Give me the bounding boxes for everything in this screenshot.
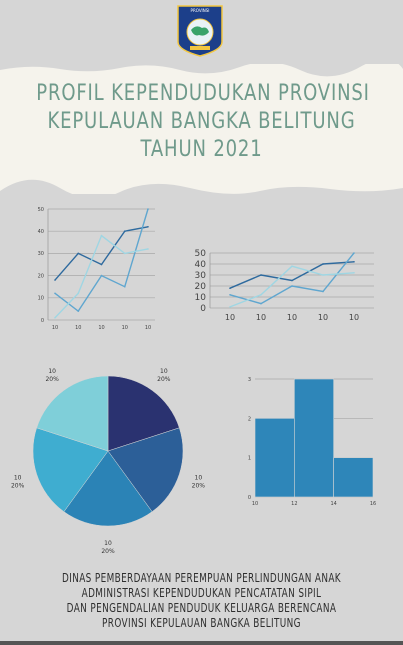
series-1-point — [77, 252, 80, 255]
pie-label-value: 10 — [195, 474, 203, 481]
histogram-bar-1 — [254, 418, 295, 498]
pie-label-percent: 20% — [101, 548, 115, 555]
y-tick-label: 40 — [195, 260, 207, 270]
x-tick-label: 10 — [287, 313, 297, 322]
series-3-point — [322, 274, 324, 276]
x-tick-label: 16 — [370, 501, 376, 507]
series-2-point — [123, 285, 126, 288]
y-tick-label: 40 — [38, 229, 44, 235]
pie-slice-2 — [107, 427, 184, 513]
series-3-point — [123, 252, 126, 255]
series-1-point — [147, 225, 149, 228]
province-logo: PROVINSI — [177, 5, 223, 57]
title-line-2: KEPULAUAN BANGKA BELITUNG — [47, 109, 356, 134]
y-tick-label: 0 — [200, 304, 206, 314]
series-3-point — [100, 234, 103, 237]
series-3-point — [147, 248, 149, 250]
y-tick-label: 0 — [248, 495, 251, 501]
series-2-point — [147, 208, 149, 210]
x-tick-label: 10 — [252, 501, 258, 507]
series-2-point — [291, 285, 293, 287]
series-3-point — [353, 272, 355, 274]
pie-label-value: 10 — [14, 474, 22, 481]
footer: DINAS PEMBERDAYAAN PEREMPUAN PERLINDUNGA… — [0, 571, 403, 631]
series-2-point — [77, 310, 80, 312]
series-1-point — [100, 263, 103, 266]
pie-label-percent: 20% — [157, 376, 171, 383]
series-2-point — [353, 252, 355, 254]
svg-text:PROVINSI: PROVINSI — [191, 8, 210, 13]
series-3-point — [54, 316, 56, 319]
title-banner — [0, 64, 403, 194]
title-line-1: PROFIL KEPENDUDUKAN PROVINSI — [36, 81, 370, 106]
pie-label-percent: 20% — [192, 482, 206, 489]
y-tick-label: 50 — [38, 207, 44, 213]
footer-line-2: ADMINISTRASI KEPENDUDUKAN PENCATATAN SIP… — [81, 586, 322, 600]
pie-label-value: 10 — [160, 368, 168, 375]
y-tick-label: 50 — [195, 249, 207, 259]
y-tick-label: 30 — [195, 271, 207, 281]
pie-slice-5 — [36, 375, 109, 452]
x-tick-label: 10 — [98, 325, 104, 331]
y-tick-label: 10 — [195, 293, 207, 303]
series-1-point — [291, 279, 293, 282]
pie-slice-4 — [32, 427, 109, 513]
y-tick-label: 2 — [248, 416, 251, 422]
y-tick-label: 20 — [195, 282, 207, 292]
x-tick-label: 10 — [225, 313, 235, 322]
x-tick-label: 10 — [75, 325, 81, 331]
footer-line-4: PROVINSI KEPULAUAN BANGKA BELITUNG — [102, 616, 301, 630]
series-1-point — [353, 261, 355, 263]
series-2-point — [229, 294, 231, 296]
x-tick-label: 12 — [291, 501, 297, 507]
series-line-2 — [54, 208, 149, 313]
footer-line-1: DINAS PEMBERDAYAAN PEREMPUAN PERLINDUNGA… — [62, 571, 341, 585]
series-2-point — [322, 290, 324, 293]
y-tick-label: 10 — [38, 296, 44, 302]
series-line-2 — [229, 252, 355, 305]
y-tick-label: 1 — [248, 456, 251, 462]
series-1-point — [123, 230, 126, 232]
page-title: PROFIL KEPENDUDUKAN PROVINSI KEPULAUAN B… — [36, 80, 370, 164]
series-3-point — [77, 292, 80, 295]
y-tick-label: 0 — [41, 318, 44, 324]
y-tick-label: 20 — [38, 273, 44, 279]
pie-slice-3 — [63, 450, 153, 527]
histogram-bar-3 — [333, 457, 374, 498]
pie-label-percent: 20% — [11, 482, 25, 489]
series-3-point — [229, 306, 231, 308]
series-2-point — [54, 292, 56, 295]
series-1-point — [54, 279, 56, 281]
title-line-3: TAHUN 2021 — [140, 137, 263, 162]
series-3-point — [291, 265, 293, 267]
pie-label-value: 10 — [104, 540, 112, 547]
pie-label-percent: 20% — [45, 376, 59, 383]
x-tick-label: 10 — [145, 325, 151, 331]
series-2-point — [260, 302, 262, 305]
x-tick-label: 10 — [122, 325, 128, 331]
y-tick-label: 3 — [248, 377, 251, 383]
x-tick-label: 10 — [349, 313, 359, 322]
pie-slice-1 — [107, 375, 180, 452]
x-tick-label: 14 — [330, 501, 336, 507]
pie-label-value: 10 — [48, 368, 56, 375]
x-tick-label: 10 — [52, 325, 58, 331]
bottom-bar — [0, 641, 403, 645]
line-chart-left: 0 10 20 30 40 50 10 10 10 10 10 — [38, 207, 155, 331]
series-1-point — [260, 274, 262, 276]
series-1-point — [229, 287, 231, 289]
series-3-point — [260, 294, 262, 296]
series-1-point — [322, 263, 324, 265]
footer-line-3: DAN PENGENDALIAN PENDUDUK KELUARGA BEREN… — [66, 601, 337, 615]
x-tick-label: 10 — [318, 313, 328, 322]
y-tick-label: 30 — [38, 251, 44, 257]
x-tick-label: 10 — [256, 313, 266, 322]
series-2-point — [100, 274, 103, 277]
histogram-bar-2 — [294, 378, 334, 498]
